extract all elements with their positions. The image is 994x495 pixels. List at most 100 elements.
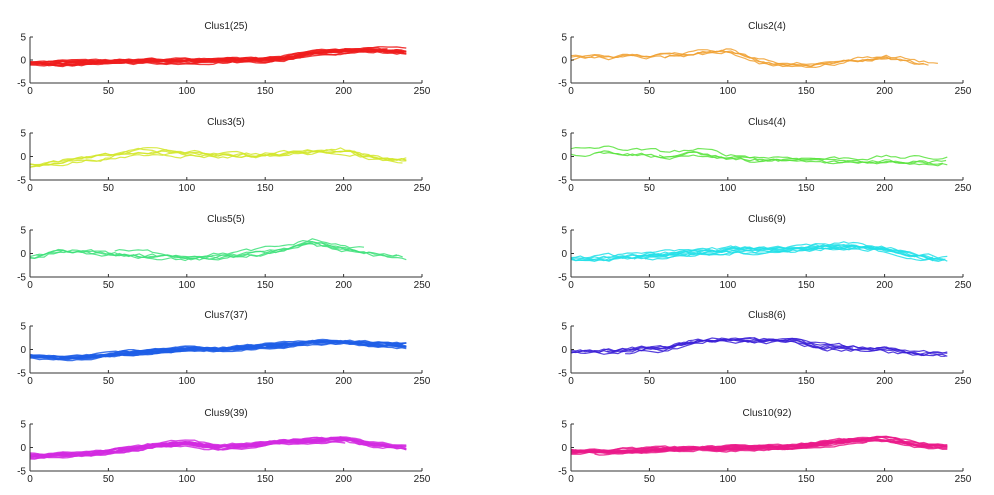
panel-title: Clus10(92) xyxy=(743,408,792,419)
x-tick-label: 100 xyxy=(719,183,736,194)
series-group xyxy=(571,145,948,167)
x-tick-label: 0 xyxy=(568,183,574,194)
y-tick-label: -5 xyxy=(17,79,26,90)
y-tick-label: 0 xyxy=(561,56,567,67)
x-tick-label: 250 xyxy=(955,376,972,387)
panel-title: Clus5(5) xyxy=(207,214,245,225)
x-tick-label: 250 xyxy=(414,280,431,291)
series-group xyxy=(30,238,407,262)
x-tick-label: 250 xyxy=(414,474,431,485)
series-line xyxy=(571,241,873,259)
y-tick-label: 0 xyxy=(561,152,567,163)
x-tick-label: 0 xyxy=(27,376,33,387)
y-tick-label: 0 xyxy=(561,443,567,454)
series-group xyxy=(571,435,948,456)
series-line xyxy=(571,438,948,455)
series-line xyxy=(44,150,403,166)
panel-title: Clus6(9) xyxy=(748,214,786,225)
x-tick-label: 250 xyxy=(414,376,431,387)
x-tick-label: 0 xyxy=(568,280,574,291)
y-tick-label: 5 xyxy=(20,33,26,44)
x-tick-label: 100 xyxy=(719,280,736,291)
y-tick-label: 5 xyxy=(20,420,26,431)
series-line xyxy=(92,338,403,356)
series-line xyxy=(30,49,360,67)
series-line xyxy=(580,246,944,263)
x-tick-label: 150 xyxy=(257,376,274,387)
x-tick-label: 0 xyxy=(27,86,33,97)
panel-title: Clus9(39) xyxy=(204,408,247,419)
x-tick-label: 50 xyxy=(644,474,656,485)
series-line xyxy=(571,145,948,161)
series-line xyxy=(644,246,909,260)
y-tick-label: 0 xyxy=(20,249,26,260)
y-tick-label: 5 xyxy=(20,322,26,333)
x-tick-label: 50 xyxy=(103,183,115,194)
x-tick-label: 100 xyxy=(178,280,195,291)
y-tick-label: 0 xyxy=(20,152,26,163)
panel-title: Clus7(37) xyxy=(204,310,247,321)
y-tick-label: 0 xyxy=(561,249,567,260)
x-tick-label: 200 xyxy=(876,183,893,194)
x-tick-label: 150 xyxy=(798,280,815,291)
series-line xyxy=(30,440,346,458)
x-tick-label: 50 xyxy=(644,86,656,97)
series-line xyxy=(658,151,947,165)
panel-title: Clus1(25) xyxy=(204,21,247,32)
x-tick-label: 100 xyxy=(719,86,736,97)
x-tick-label: 50 xyxy=(103,376,115,387)
x-tick-label: 150 xyxy=(798,183,815,194)
x-tick-label: 250 xyxy=(955,280,972,291)
y-tick-label: 0 xyxy=(20,443,26,454)
series-group xyxy=(571,241,948,263)
y-tick-label: -5 xyxy=(17,273,26,284)
series-line xyxy=(35,242,403,261)
x-tick-label: 150 xyxy=(257,474,274,485)
x-tick-label: 50 xyxy=(644,183,656,194)
y-tick-label: -5 xyxy=(17,176,26,187)
x-tick-label: 0 xyxy=(27,280,33,291)
x-tick-label: 0 xyxy=(568,86,574,97)
series-line xyxy=(30,242,407,261)
y-tick-label: -5 xyxy=(558,79,567,90)
x-tick-label: 100 xyxy=(178,183,195,194)
y-tick-label: 5 xyxy=(561,33,567,44)
x-tick-label: 100 xyxy=(178,86,195,97)
x-tick-label: 250 xyxy=(414,183,431,194)
x-tick-label: 200 xyxy=(876,86,893,97)
y-tick-label: -5 xyxy=(558,273,567,284)
x-tick-label: 200 xyxy=(876,474,893,485)
x-tick-label: 200 xyxy=(335,376,352,387)
x-tick-label: 50 xyxy=(103,280,115,291)
y-tick-label: -5 xyxy=(17,467,26,478)
y-tick-label: 5 xyxy=(20,226,26,237)
series-group xyxy=(571,48,938,69)
x-tick-label: 200 xyxy=(335,474,352,485)
x-tick-label: 150 xyxy=(257,183,274,194)
panel-title: Clus2(4) xyxy=(748,21,786,32)
y-tick-label: -5 xyxy=(17,369,26,380)
x-tick-label: 50 xyxy=(103,86,115,97)
y-tick-label: -5 xyxy=(558,369,567,380)
x-tick-label: 100 xyxy=(719,474,736,485)
series-line xyxy=(30,241,398,260)
series-line xyxy=(571,337,948,357)
x-tick-label: 250 xyxy=(414,86,431,97)
series-line xyxy=(594,150,943,165)
y-tick-label: 0 xyxy=(561,345,567,356)
series-group xyxy=(30,146,407,168)
x-tick-label: 200 xyxy=(335,280,352,291)
x-tick-label: 50 xyxy=(644,376,656,387)
x-tick-label: 100 xyxy=(719,376,736,387)
